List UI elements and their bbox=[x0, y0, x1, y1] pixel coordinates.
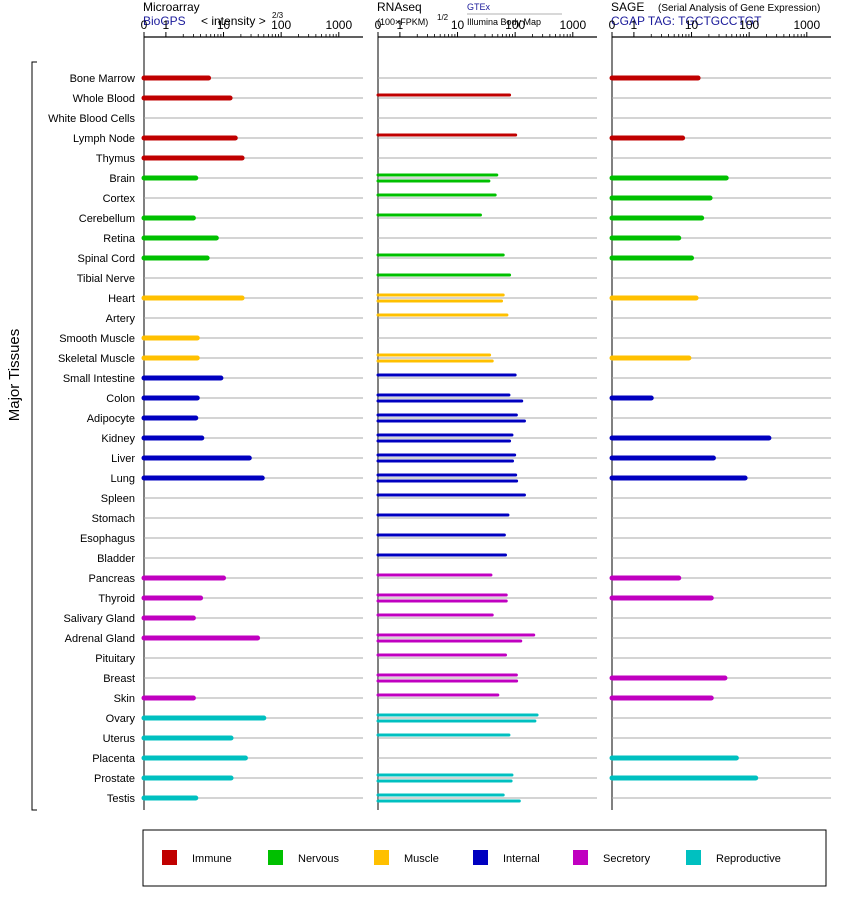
tissue-label: Cerebellum bbox=[79, 213, 135, 225]
bars-layer bbox=[141, 75, 772, 803]
tissue-label: Skeletal Muscle bbox=[58, 353, 135, 365]
y-axis-label: Major Tissues bbox=[6, 329, 23, 422]
tissue-label: Pituitary bbox=[95, 653, 135, 665]
tissue-label: Lymph Node bbox=[73, 133, 135, 145]
microarray-title: Microarray bbox=[143, 0, 200, 14]
rnaseq-tick-label: 10 bbox=[451, 18, 465, 32]
tissue-label: Liver bbox=[111, 453, 135, 465]
rnaseq-tick-label: 0 bbox=[375, 18, 382, 32]
legend-label: Internal bbox=[503, 853, 540, 865]
tissue-label: Placenta bbox=[92, 753, 136, 765]
sage-tag: CGAP TAG: TGCTGCCTGT bbox=[611, 14, 762, 28]
sage-tick-label: 0 bbox=[609, 18, 616, 32]
tissue-label: Stomach bbox=[92, 513, 135, 525]
microarray-unit: < intensity > bbox=[201, 14, 266, 28]
axes-layer: 0 1 10 100 1000 0 1 10 100 1000 0 1 10 100 1000 bbox=[141, 18, 831, 810]
tissue-label: Brain bbox=[109, 173, 135, 185]
rnaseq-unit: (100×FPKM) bbox=[377, 17, 428, 27]
tissue-label: Tibial Nerve bbox=[77, 273, 135, 285]
rnaseq-title: RNAseq bbox=[377, 0, 422, 14]
tissue-label: Thyroid bbox=[98, 593, 135, 605]
tissue-label: Retina bbox=[103, 233, 136, 245]
rnaseq-ibm-label: Illumina Body Map bbox=[467, 17, 541, 27]
tissue-bracket bbox=[31, 61, 37, 811]
tissue-label: Kidney bbox=[101, 433, 135, 445]
legend-label: Immune bbox=[192, 853, 232, 865]
legend-label: Nervous bbox=[298, 853, 339, 865]
legend-swatch bbox=[473, 850, 488, 865]
legend-swatch bbox=[162, 850, 177, 865]
microarray-tick-label: 0 bbox=[141, 18, 148, 32]
sage-tick-label: 10 bbox=[685, 18, 699, 32]
microarray-tick-label: 1000 bbox=[325, 18, 352, 32]
tissue-label: Cortex bbox=[103, 193, 136, 205]
tissue-label: Bladder bbox=[97, 553, 135, 565]
legend: Immune Nervous Muscle Internal Secretory Repr… bbox=[162, 850, 781, 865]
tissue-label: Heart bbox=[108, 293, 135, 305]
sage-tick-label: 1 bbox=[631, 18, 638, 32]
sage-title-note: (Serial Analysis of Gene Expression) bbox=[658, 3, 820, 14]
legend-label: Secretory bbox=[603, 853, 651, 865]
rnaseq-unit-exponent: 1/2 bbox=[437, 13, 449, 22]
tissue-label: Artery bbox=[106, 313, 136, 325]
tissue-label: Prostate bbox=[94, 773, 135, 785]
tissue-label: Small Intestine bbox=[63, 373, 135, 385]
tissue-label: Pancreas bbox=[89, 573, 136, 585]
rnaseq-tick-label: 100 bbox=[505, 18, 525, 32]
tissue-label: Thymus bbox=[96, 153, 136, 165]
tissue-label: Spinal Cord bbox=[78, 253, 135, 265]
legend-label: Muscle bbox=[404, 853, 439, 865]
tissue-label: Skin bbox=[114, 693, 135, 705]
tissue-label: Adipocyte bbox=[87, 413, 135, 425]
rnaseq-tick-label: 1000 bbox=[559, 18, 586, 32]
tissue-label: Lung bbox=[111, 473, 135, 485]
microarray-tick-label: 100 bbox=[271, 18, 291, 32]
legend-swatch bbox=[686, 850, 701, 865]
tissue-labels: Bone Marrow Whole Blood White Blood Cells L… bbox=[48, 73, 136, 805]
microarray-unit-exponent: 2/3 bbox=[272, 11, 284, 20]
rnaseq-tick-label: 1 bbox=[397, 18, 404, 32]
panel-headers: Microarray BioGPS < intensity > 2/3 RNAs… bbox=[143, 0, 820, 28]
microarray-tick-label: 1 bbox=[163, 18, 170, 32]
legend-swatch bbox=[374, 850, 389, 865]
sage-tick-label: 100 bbox=[739, 18, 759, 32]
sage-tick-label: 1000 bbox=[793, 18, 820, 32]
tissue-label: White Blood Cells bbox=[48, 113, 135, 125]
legend-swatch bbox=[573, 850, 588, 865]
tissue-label: Esophagus bbox=[80, 533, 136, 545]
tissue-label: Spleen bbox=[101, 493, 135, 505]
tissue-label: Breast bbox=[103, 673, 135, 685]
legend-swatch bbox=[268, 850, 283, 865]
tissue-label: Colon bbox=[106, 393, 135, 405]
tissue-label: Whole Blood bbox=[73, 93, 135, 105]
rnaseq-gtex-label: GTEx bbox=[467, 2, 491, 12]
tissue-label: Smooth Muscle bbox=[59, 333, 135, 345]
microarray-source: BioGPS bbox=[143, 14, 186, 28]
tissue-label: Bone Marrow bbox=[70, 73, 135, 85]
tissue-label: Uterus bbox=[103, 733, 136, 745]
tissue-label: Salivary Gland bbox=[63, 613, 135, 625]
microarray-tick-label: 10 bbox=[217, 18, 231, 32]
tissue-label: Ovary bbox=[106, 713, 136, 725]
legend-label: Reproductive bbox=[716, 853, 781, 865]
sage-title: SAGE bbox=[611, 0, 644, 14]
tissue-label: Testis bbox=[107, 793, 136, 805]
tissue-label: Adrenal Gland bbox=[65, 633, 135, 645]
